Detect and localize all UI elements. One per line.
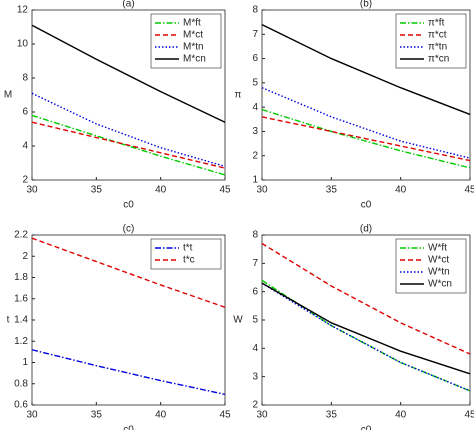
y-axis-label: π bbox=[235, 90, 242, 101]
y-tick-label: 1 bbox=[22, 357, 28, 368]
x-tick-label: 35 bbox=[91, 410, 103, 421]
y-tick-label: 12 bbox=[17, 5, 29, 16]
chart-title: (d) bbox=[360, 224, 372, 235]
x-tick-label: 40 bbox=[155, 410, 167, 421]
y-tick-label: 1 bbox=[252, 175, 258, 186]
y-tick-label: 4 bbox=[252, 343, 258, 354]
x-tick-label: 35 bbox=[326, 410, 338, 421]
line bbox=[261, 108, 471, 169]
y-axis-label: M bbox=[4, 90, 12, 101]
line bbox=[261, 23, 471, 116]
y-axis-label: W bbox=[233, 315, 243, 326]
y-tick-label: 2 bbox=[252, 400, 258, 411]
line bbox=[261, 242, 471, 355]
x-tick-label: 40 bbox=[155, 185, 167, 196]
legend-label: W*ft bbox=[428, 243, 447, 254]
y-tick-label: 10 bbox=[17, 39, 29, 50]
line bbox=[31, 92, 226, 168]
y-tick-label: 2 bbox=[252, 150, 258, 161]
x-tick-label: 45 bbox=[464, 410, 474, 421]
x-tick-label: 40 bbox=[395, 410, 407, 421]
line bbox=[261, 282, 471, 375]
y-tick-label: 3 bbox=[252, 371, 258, 382]
y-tick-label: 6 bbox=[252, 53, 258, 64]
y-tick-label: 1.8 bbox=[14, 272, 28, 283]
y-tick-label: 2 bbox=[22, 251, 28, 262]
legend-label: t*t bbox=[183, 243, 193, 254]
x-axis-label: c0 bbox=[361, 200, 372, 211]
legend-label: π*ft bbox=[428, 18, 445, 29]
y-tick-label: 6 bbox=[252, 286, 258, 297]
line bbox=[31, 121, 226, 169]
line bbox=[31, 349, 226, 396]
y-tick-label: 0.8 bbox=[14, 378, 28, 389]
line bbox=[31, 237, 226, 308]
x-tick-label: 30 bbox=[26, 410, 38, 421]
x-tick-label: 35 bbox=[91, 185, 103, 196]
legend-label: π*ct bbox=[428, 30, 447, 41]
y-tick-label: 7 bbox=[252, 29, 258, 40]
x-tick-label: 30 bbox=[26, 185, 38, 196]
legend-label: W*tn bbox=[428, 267, 450, 278]
x-tick-label: 40 bbox=[395, 185, 407, 196]
y-tick-label: 0.6 bbox=[14, 400, 28, 411]
x-axis-label: c0 bbox=[123, 425, 134, 430]
chart-title: (a) bbox=[122, 0, 134, 10]
y-tick-label: 8 bbox=[22, 73, 28, 84]
line bbox=[261, 282, 471, 392]
x-tick-label: 45 bbox=[464, 185, 474, 196]
x-axis-label: c0 bbox=[123, 200, 134, 211]
legend-label: W*ct bbox=[428, 255, 449, 266]
legend-box bbox=[150, 238, 222, 270]
x-tick-label: 30 bbox=[256, 410, 268, 421]
y-axis-label: t bbox=[7, 315, 10, 326]
y-tick-label: 5 bbox=[252, 77, 258, 88]
y-tick-label: 3 bbox=[252, 126, 258, 137]
x-tick-label: 35 bbox=[326, 185, 338, 196]
legend-label: M*cn bbox=[183, 54, 206, 65]
y-tick-label: 8 bbox=[252, 230, 258, 241]
y-tick-label: 7 bbox=[252, 258, 258, 269]
y-tick-label: 5 bbox=[252, 315, 258, 326]
legend-label: M*ft bbox=[183, 18, 201, 29]
y-tick-label: 4 bbox=[252, 102, 258, 113]
line bbox=[31, 24, 226, 123]
legend-label: M*ct bbox=[183, 30, 203, 41]
chart-title: (b) bbox=[360, 0, 372, 10]
legend-label: π*cn bbox=[428, 54, 449, 65]
y-tick-label: 6 bbox=[22, 107, 28, 118]
line bbox=[261, 116, 471, 162]
y-tick-label: 2 bbox=[22, 175, 28, 186]
legend-label: M*tn bbox=[183, 42, 204, 53]
x-tick-label: 30 bbox=[256, 185, 268, 196]
y-tick-label: 2.2 bbox=[14, 230, 28, 241]
x-tick-label: 45 bbox=[219, 185, 231, 196]
legend-label: t*c bbox=[183, 255, 195, 266]
chart-title: (c) bbox=[123, 224, 135, 235]
y-tick-label: 1.2 bbox=[14, 336, 28, 347]
y-tick-label: 4 bbox=[22, 141, 28, 152]
x-axis-label: c0 bbox=[361, 425, 372, 430]
line bbox=[31, 114, 226, 176]
y-tick-label: 1.6 bbox=[14, 293, 28, 304]
legend-label: π*tn bbox=[428, 42, 447, 53]
legend-label: W*cn bbox=[428, 279, 452, 290]
y-tick-label: 8 bbox=[252, 5, 258, 16]
y-tick-label: 1.4 bbox=[14, 315, 28, 326]
x-tick-label: 45 bbox=[219, 410, 231, 421]
